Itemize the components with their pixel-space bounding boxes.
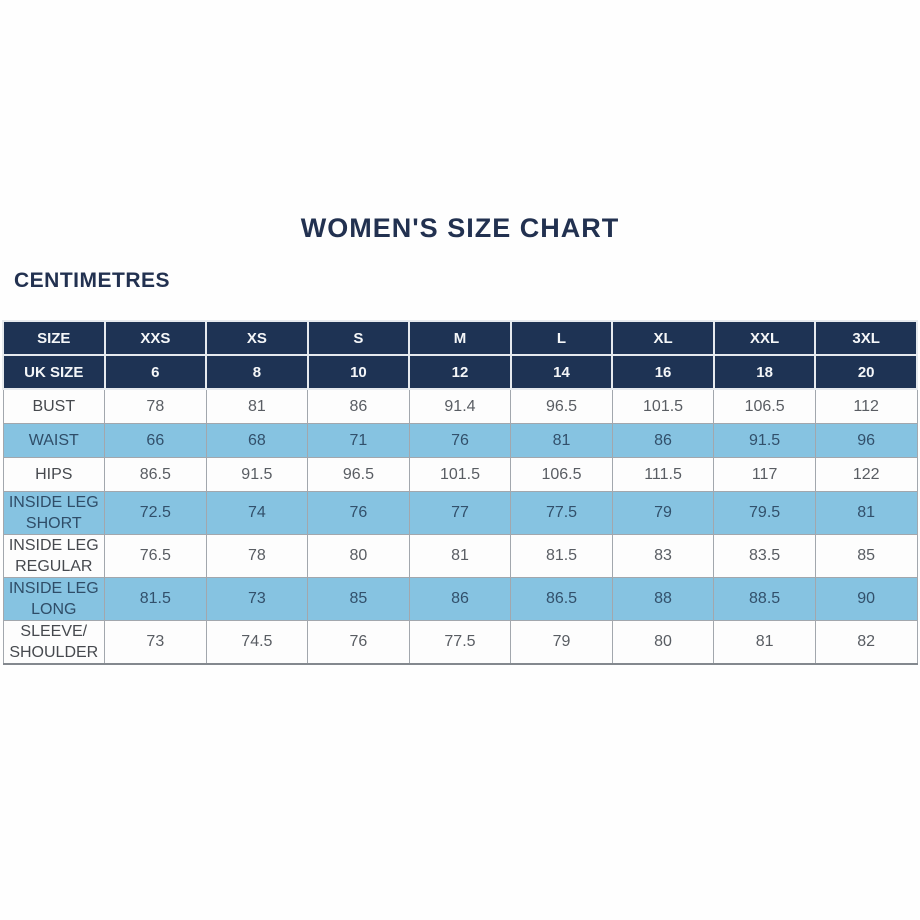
size-table-head: SIZE XXS XS S M L XL XXL 3XL UK SIZE 6 8 10 12 14 16 18 2… bbox=[2, 320, 918, 390]
value-cell: 74.5 bbox=[205, 620, 309, 665]
value-cell: 86.5 bbox=[510, 577, 613, 621]
value-cell: 91.5 bbox=[713, 423, 816, 458]
row-label: INSIDE LEG LONG bbox=[2, 577, 106, 621]
value-cell: 122 bbox=[814, 457, 918, 492]
header-value-cell: XL bbox=[611, 320, 715, 356]
value-cell: 77 bbox=[408, 491, 512, 535]
value-cell: 85 bbox=[307, 577, 410, 621]
value-cell: 79.5 bbox=[713, 491, 816, 535]
value-cell: 81 bbox=[205, 388, 309, 424]
value-cell: 101.5 bbox=[611, 388, 715, 424]
header-row-label: SIZE bbox=[2, 320, 106, 356]
value-cell: 77.5 bbox=[408, 620, 512, 665]
header-value-cell: 14 bbox=[509, 354, 614, 390]
value-cell: 106.5 bbox=[713, 388, 816, 424]
header-value-cell: 8 bbox=[205, 354, 309, 390]
table-row: INSIDE LEG SHORT 72.5 74 76 77 77.5 79 79.5 81 bbox=[2, 491, 918, 535]
table-row: WAIST 66 68 71 76 81 86 91.5 96 bbox=[2, 423, 918, 458]
value-cell: 73 bbox=[205, 577, 309, 621]
value-cell: 117 bbox=[713, 457, 816, 492]
value-cell: 76 bbox=[408, 423, 512, 458]
table-row: SLEEVE/ SHOULDER 73 74.5 76 77.5 79 80 81 82 bbox=[2, 620, 918, 665]
value-cell: 112 bbox=[814, 388, 918, 424]
row-label: INSIDE LEG REGULAR bbox=[2, 534, 106, 578]
header-value-cell: XXL bbox=[712, 320, 817, 356]
value-cell: 101.5 bbox=[408, 457, 512, 492]
value-cell: 71 bbox=[307, 423, 410, 458]
row-label: INSIDE LEG SHORT bbox=[2, 491, 106, 535]
value-cell: 76 bbox=[307, 491, 410, 535]
table-row: BUST 78 81 86 91.4 96.5 101.5 106.5 112 bbox=[2, 388, 918, 424]
header-value-cell: 6 bbox=[103, 354, 208, 390]
value-cell: 86.5 bbox=[104, 457, 207, 492]
value-cell: 88 bbox=[611, 577, 715, 621]
value-cell: 78 bbox=[205, 534, 309, 578]
header-value-cell: L bbox=[509, 320, 614, 356]
value-cell: 86 bbox=[408, 577, 512, 621]
value-cell: 90 bbox=[814, 577, 918, 621]
header-value-cell: 3XL bbox=[814, 320, 918, 356]
unit-label: CENTIMETRES bbox=[14, 269, 171, 292]
value-cell: 81.5 bbox=[510, 534, 613, 578]
header-value-cell: XXS bbox=[103, 320, 208, 356]
value-cell: 80 bbox=[307, 534, 410, 578]
value-cell: 81 bbox=[408, 534, 512, 578]
table-row: HIPS 86.5 91.5 96.5 101.5 106.5 111.5 117 122 bbox=[2, 457, 918, 492]
value-cell: 111.5 bbox=[611, 457, 715, 492]
header-value-cell: XS bbox=[205, 320, 309, 356]
row-label: BUST bbox=[2, 388, 106, 424]
header-value-cell: 20 bbox=[814, 354, 918, 390]
value-cell: 76.5 bbox=[104, 534, 207, 578]
value-cell: 79 bbox=[510, 620, 613, 665]
value-cell: 91.5 bbox=[205, 457, 309, 492]
value-cell: 78 bbox=[104, 388, 207, 424]
size-table: SIZE XXS XS S M L XL XXL 3XL UK SIZE 6 8 10 12 14 16 18 2… bbox=[2, 320, 918, 665]
value-cell: 74 bbox=[205, 491, 309, 535]
value-cell: 72.5 bbox=[104, 491, 207, 535]
value-cell: 83.5 bbox=[713, 534, 816, 578]
value-cell: 85 bbox=[814, 534, 918, 578]
row-label: HIPS bbox=[2, 457, 106, 492]
value-cell: 81 bbox=[713, 620, 816, 665]
row-label: WAIST bbox=[2, 423, 106, 458]
value-cell: 96.5 bbox=[510, 388, 613, 424]
header-row-label: UK SIZE bbox=[2, 354, 106, 390]
value-cell: 81 bbox=[510, 423, 613, 458]
value-cell: 83 bbox=[611, 534, 715, 578]
header-value-cell: 10 bbox=[306, 354, 411, 390]
value-cell: 86 bbox=[307, 388, 410, 424]
value-cell: 77.5 bbox=[510, 491, 613, 535]
table-row: INSIDE LEG LONG 81.5 73 85 86 86.5 88 88.5 90 bbox=[2, 577, 918, 621]
value-cell: 73 bbox=[104, 620, 207, 665]
value-cell: 81 bbox=[814, 491, 918, 535]
uk-size-header-row: UK SIZE 6 8 10 12 14 16 18 20 bbox=[2, 354, 918, 390]
size-table-body: BUST 78 81 86 91.4 96.5 101.5 106.5 112 WAIST 66 68… bbox=[2, 388, 918, 665]
value-cell: 96.5 bbox=[307, 457, 410, 492]
header-value-cell: M bbox=[408, 320, 512, 356]
value-cell: 66 bbox=[104, 423, 207, 458]
value-cell: 82 bbox=[814, 620, 918, 665]
header-value-cell: 18 bbox=[712, 354, 817, 390]
value-cell: 86 bbox=[611, 423, 715, 458]
size-header-row: SIZE XXS XS S M L XL XXL 3XL bbox=[2, 320, 918, 356]
value-cell: 106.5 bbox=[510, 457, 613, 492]
value-cell: 79 bbox=[611, 491, 715, 535]
header-value-cell: S bbox=[306, 320, 411, 356]
value-cell: 88.5 bbox=[713, 577, 816, 621]
value-cell: 76 bbox=[307, 620, 410, 665]
value-cell: 68 bbox=[205, 423, 309, 458]
value-cell: 81.5 bbox=[104, 577, 207, 621]
value-cell: 96 bbox=[814, 423, 918, 458]
header-value-cell: 16 bbox=[611, 354, 715, 390]
page-title: WOMEN'S SIZE CHART bbox=[300, 213, 620, 243]
table-row: INSIDE LEG REGULAR 76.5 78 80 81 81.5 83 83.5 85 bbox=[2, 534, 918, 578]
value-cell: 80 bbox=[611, 620, 715, 665]
row-label: SLEEVE/ SHOULDER bbox=[2, 620, 106, 665]
header-value-cell: 12 bbox=[408, 354, 512, 390]
value-cell: 91.4 bbox=[408, 388, 512, 424]
